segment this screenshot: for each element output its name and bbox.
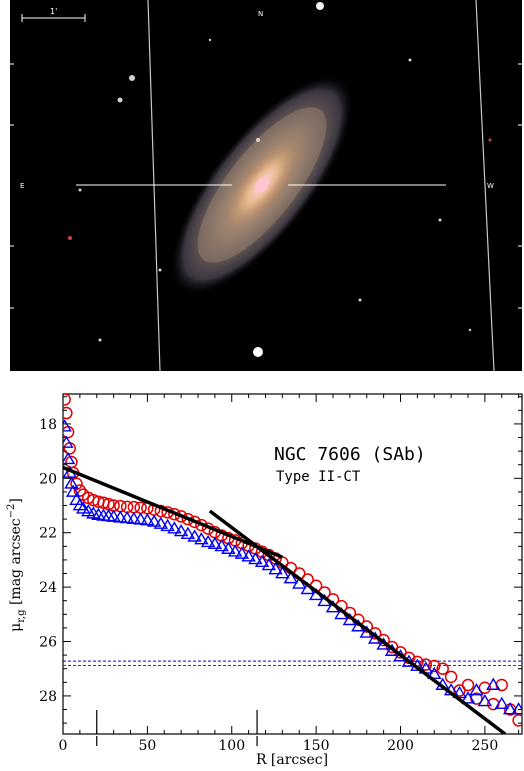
g-band-point: [221, 541, 236, 554]
g-band-point: [146, 514, 162, 527]
y-tick-label: 20: [39, 471, 57, 487]
r-band-point: [63, 406, 73, 420]
chart-subtitle: Type II-CT: [276, 469, 361, 485]
x-tick-label: 0: [59, 738, 68, 754]
g-band-point: [167, 521, 182, 534]
g-band-point: [254, 554, 270, 567]
g-band-point: [486, 677, 501, 690]
g-band-point: [180, 526, 196, 539]
r-band-point: [70, 477, 83, 491]
scale-bar-label: 1': [50, 7, 57, 16]
y-tick-label: 26: [39, 635, 57, 651]
g-band-point: [173, 523, 189, 537]
g-band-point: [140, 513, 155, 526]
g-band-point: [494, 696, 509, 709]
y-tick-label: 28: [39, 689, 57, 705]
exponential-fit-line-0: [63, 465, 284, 559]
g-band-point: [63, 419, 72, 432]
g-band-point: [460, 691, 476, 704]
r-band-point: [428, 659, 441, 673]
g-band-point: [200, 534, 216, 548]
galaxy-ngc7606: [170, 74, 354, 296]
scale-bar: 1': [21, 7, 86, 22]
satellite-trail-right: [475, 0, 495, 371]
g-band-point: [268, 562, 283, 575]
x-tick-label: 200: [387, 738, 414, 754]
x-tick-label: 50: [138, 738, 156, 754]
r-band-point: [444, 670, 458, 684]
g-band-point: [234, 546, 250, 559]
r-band-point: [63, 442, 76, 455]
g-band-point: [283, 571, 299, 584]
g-band-point: [207, 536, 223, 550]
g-band-point: [511, 702, 522, 715]
g-band-point: [106, 509, 121, 522]
x-tick-label: 150: [303, 738, 330, 754]
r-band-point: [436, 662, 449, 675]
g-band-point: [63, 451, 76, 465]
frame-ticks: [10, 63, 522, 309]
g-band-point: [275, 566, 290, 579]
g-band-point: [502, 702, 518, 715]
field-stars: [68, 2, 492, 357]
g-band-point: [65, 484, 81, 497]
surface-brightness-profile-chart: 0 50 100 150 200 250 18 20 22 24 26 28 NGC 7606 (S…: [6, 393, 523, 768]
r-band-point: [478, 681, 492, 695]
plot-frame: [62, 393, 523, 735]
svg-text:μr,g [mag arcsec−2]: μr,g [mag arcsec−2]: [6, 498, 27, 632]
g-band-point: [160, 518, 175, 532]
chart-title: NGC 7606 (SAb): [274, 444, 426, 465]
galaxy-image-panel: 1' N E W: [10, 0, 522, 371]
g-band-point: [113, 510, 128, 523]
compass-north-label: N: [258, 10, 263, 18]
g-band-point: [241, 549, 256, 562]
g-band-point: [126, 511, 142, 525]
g-band-point: [248, 551, 263, 565]
y-tick-label: 22: [39, 526, 57, 542]
r-band-point: [461, 678, 475, 692]
compass-east-label: E: [20, 182, 24, 190]
x-tick-label: 100: [218, 738, 245, 754]
g-band-point: [153, 516, 169, 529]
g-band-point: [477, 693, 493, 707]
g-band-point: [227, 544, 243, 557]
y-tick-label: 24: [39, 580, 57, 596]
x-tick-label: 250: [472, 738, 499, 754]
g-band-point: [119, 510, 135, 524]
compass-west-label: W: [487, 182, 494, 190]
g-band-point: [214, 538, 229, 552]
exponential-fit-line-1: [208, 509, 507, 734]
r-band-point: [63, 425, 75, 439]
g-band-point: [469, 683, 484, 696]
r-band-point: [63, 394, 71, 406]
y-tick-label: 18: [39, 417, 57, 433]
g-band-point: [187, 529, 202, 542]
g-band-point: [194, 532, 209, 545]
g-band-point: [63, 435, 74, 448]
r-band-point: [512, 714, 522, 727]
x-axis-title: R [arcsec]: [256, 752, 328, 768]
y-axis-title: μr,g [mag arcsec−2]: [6, 498, 27, 632]
g-band-point: [261, 557, 277, 571]
g-band-point: [133, 512, 148, 525]
